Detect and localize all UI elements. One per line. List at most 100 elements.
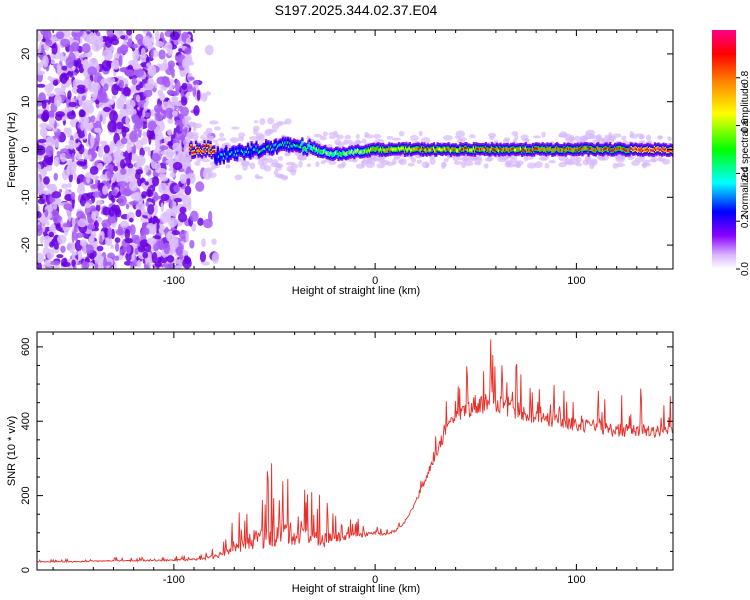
signal-peak — [403, 149, 407, 153]
signal-peak — [627, 149, 630, 152]
noise-blob — [49, 241, 55, 248]
signal-peak — [274, 143, 277, 146]
halo-blob — [407, 162, 415, 167]
halo-blob — [585, 129, 596, 136]
noise-blob — [96, 162, 104, 171]
signal-peak — [483, 148, 486, 152]
signal-peak — [290, 144, 293, 148]
noise-blob — [119, 220, 130, 228]
signal-peak — [569, 148, 572, 151]
noise-blob — [65, 56, 74, 69]
x-tick-label: 0 — [372, 574, 378, 586]
noise-blob — [71, 30, 81, 33]
noise-blob — [94, 127, 102, 133]
signal-peak — [547, 148, 550, 151]
halo-blob — [278, 121, 288, 125]
signal-peak — [255, 145, 258, 148]
signal-peak — [432, 147, 436, 150]
spectrogram-xlabel: Height of straight line (km) — [292, 285, 420, 297]
signal-peak — [318, 148, 321, 152]
halo-blob — [274, 167, 282, 171]
noise-blob — [115, 121, 124, 130]
noise-blob — [132, 192, 142, 201]
signal-peak — [495, 147, 498, 150]
signal-peak — [558, 148, 561, 152]
noise-blob — [111, 189, 118, 197]
noise-blob — [144, 112, 151, 118]
noise-blob — [83, 99, 93, 112]
signal-peak — [193, 151, 196, 154]
noise-blob — [87, 213, 92, 224]
halo-blob — [200, 134, 206, 140]
halo-blob — [225, 164, 231, 169]
noise-blob — [73, 172, 77, 181]
signal-peak — [303, 147, 306, 150]
signal-peak — [530, 149, 533, 152]
halo-blob — [615, 155, 625, 161]
noise-blob — [167, 128, 173, 136]
halo-blob — [256, 136, 266, 142]
signal-peak — [390, 147, 393, 150]
signal-peak — [355, 150, 358, 153]
signal-peak — [265, 143, 268, 147]
signal-peak — [641, 149, 645, 152]
signal-peak — [645, 148, 648, 152]
signal-peak — [570, 148, 573, 151]
noise-blob — [211, 252, 220, 264]
signal-peak — [285, 144, 288, 147]
noise-blob — [157, 120, 165, 132]
noise-blob — [66, 163, 77, 175]
noise-blob — [60, 82, 66, 93]
noise-blob — [134, 67, 145, 78]
signal-peak — [286, 141, 289, 144]
noise-blob — [70, 191, 76, 201]
halo-blob — [219, 132, 225, 138]
halo-blob — [234, 174, 243, 181]
signal-peak — [418, 147, 421, 151]
signal-peak — [600, 148, 603, 151]
noise-blob — [37, 224, 43, 237]
noise-blob — [139, 81, 144, 89]
signal-peak — [592, 148, 595, 151]
halo-blob — [585, 159, 593, 165]
halo-blob — [534, 161, 543, 169]
signal-peak — [557, 148, 560, 151]
signal-peak — [539, 148, 542, 151]
halo-blob — [442, 161, 447, 168]
noise-blob — [78, 109, 85, 118]
noise-blob — [59, 188, 63, 193]
noise-blob — [89, 205, 97, 214]
noise-blob — [46, 124, 53, 130]
signal-peak — [341, 153, 344, 156]
noise-blob — [54, 138, 60, 149]
signal-peak — [296, 144, 299, 147]
noise-blob — [173, 184, 181, 193]
halo-blob — [253, 120, 259, 124]
halo-blob — [194, 160, 201, 166]
noise-blob — [45, 145, 54, 157]
noise-blob — [97, 146, 103, 159]
signal-peak — [327, 152, 331, 155]
signal-peak — [551, 149, 554, 153]
signal-peak — [316, 150, 320, 153]
signal-peak — [546, 147, 549, 150]
noise-blob — [117, 195, 127, 207]
halo-blob — [544, 162, 550, 169]
signal-peak — [508, 149, 512, 152]
halo-blob — [328, 135, 336, 139]
noise-blob — [37, 252, 45, 264]
signal-peak — [423, 147, 426, 150]
noise-blob — [91, 41, 102, 52]
noise-blob — [81, 261, 90, 269]
signal-peak — [457, 149, 460, 152]
noise-blob — [48, 231, 55, 238]
snr-xlabel: Height of straight line (km) — [292, 583, 420, 595]
signal-peak — [488, 149, 491, 152]
signal-peak — [333, 152, 337, 156]
noise-blob — [146, 237, 157, 245]
noise-blob — [56, 150, 61, 157]
noise-blob — [109, 110, 118, 123]
signal-peak — [378, 149, 381, 152]
signal-peak — [414, 147, 417, 151]
signal-peak — [611, 149, 614, 152]
